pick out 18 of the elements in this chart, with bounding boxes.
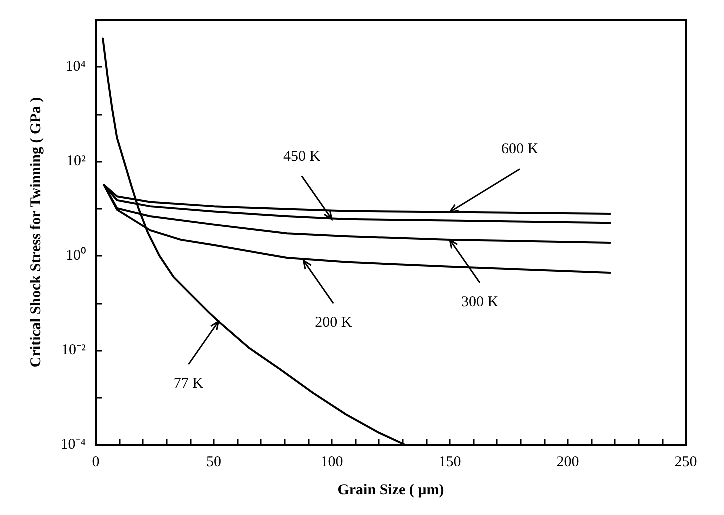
annotation: 300 K <box>461 294 499 310</box>
annotation: 600 K <box>501 142 539 158</box>
x-tick-label: 250 <box>674 454 698 470</box>
y-tick-label: 10⁴ <box>66 59 86 76</box>
x-tick-label: 50 <box>206 454 222 470</box>
y-tick-label: 10² <box>66 154 86 170</box>
x-tick-label: 150 <box>438 454 462 470</box>
y-tick-label: 10⁻² <box>62 342 86 359</box>
x-tick-label: 100 <box>320 454 344 470</box>
y-tick-label: 10⁻⁴ <box>60 437 86 453</box>
annotation: 200 K <box>315 315 352 332</box>
x-axis-title: Grain Size ( µm) <box>338 482 444 498</box>
x-tick-label: 0 <box>92 454 100 470</box>
y-axis-title: Critical Shock Stress for Twinning ( GPa ) <box>28 97 44 368</box>
annotation: 77 K <box>174 376 204 392</box>
y-tick-label: 10⁰ <box>66 247 86 264</box>
x-tick-label: 200 <box>556 454 580 470</box>
annotation: 450 K <box>283 148 321 165</box>
